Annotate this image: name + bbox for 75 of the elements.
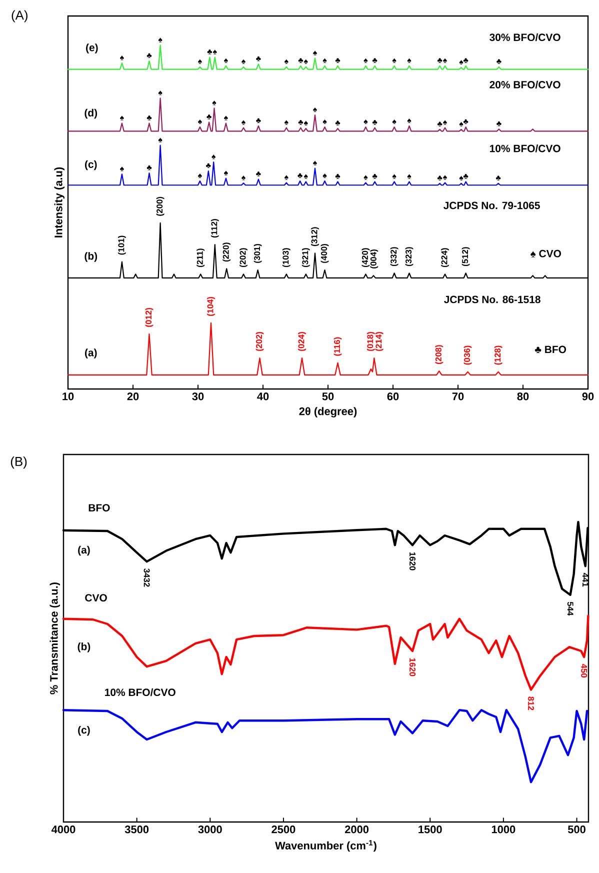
annotation: 20% BFO/CVO [490, 80, 560, 89]
chart-title: (A) [12, 10, 28, 22]
x-tick-label: 90 [582, 392, 594, 400]
annotation: JCPDS No. 86-1518 [444, 296, 540, 304]
annotation: (116) [334, 337, 342, 356]
annotation: (d) [84, 108, 98, 119]
annotation: (036) [464, 346, 472, 365]
annotation: (301) [254, 244, 262, 263]
annotation: 3432 [144, 568, 150, 587]
annotation: (b) [84, 252, 98, 262]
annotation: (a) [85, 348, 97, 358]
annotation: (101) [118, 236, 126, 255]
annotation: (211) [196, 248, 205, 268]
x-axis-title: 2θ (degree) [299, 407, 357, 418]
annotation: 441 [582, 572, 588, 587]
annotation: 544 [567, 602, 574, 616]
x-tick-label: 30 [192, 392, 204, 400]
annotation: ♠ CVO [530, 250, 561, 258]
annotation: (214) [375, 332, 384, 351]
x-tick-label: 1000 [492, 826, 516, 834]
text: BFO [88, 504, 110, 512]
annotation: (e) [86, 44, 98, 54]
annotation: (a) [78, 546, 90, 556]
annotation: (420) [362, 248, 370, 268]
annotation: (012) [145, 308, 154, 327]
x-tick-label: 10 [62, 392, 74, 400]
x-tick-label: 500 [568, 826, 586, 834]
annotation: 1620 [410, 658, 416, 676]
x-tick-label: 70 [452, 392, 464, 400]
x-tick-label: 60 [387, 392, 399, 400]
x-tick-label: 50 [322, 392, 334, 400]
annotation: (220) [222, 242, 231, 262]
x-tick-label: 1500 [418, 826, 442, 834]
annotation: 10% BFO/CVO [490, 144, 560, 152]
annotation: 1620 [410, 552, 416, 570]
annotation: (332) [390, 247, 398, 266]
x-tick-label: 40 [257, 392, 269, 400]
annotation: (208) [435, 345, 444, 364]
annotation: (004) [370, 250, 378, 268]
annotation: (400) [320, 244, 329, 263]
annotation: (018) [366, 332, 375, 351]
x-tick-label: 3500 [124, 826, 149, 834]
annotation: (104) [207, 296, 215, 316]
x-tick-label: 80 [517, 392, 529, 400]
annotation: JCPDS No. 79-1065 [444, 202, 540, 210]
annotation: (112) [210, 219, 219, 238]
annotation: (b) [78, 642, 90, 652]
x-tick-label: 2500 [272, 826, 296, 834]
annotation: (512) [462, 247, 470, 266]
annotation: (103) [282, 248, 290, 268]
annotation: (323) [405, 247, 414, 266]
x-tick-label: 3000 [198, 826, 222, 834]
annotation: (202) [256, 332, 264, 351]
x-tick-label: 4000 [51, 826, 76, 834]
annotation: 10% BFO/CVO [105, 688, 176, 696]
annotation: (c) [78, 726, 90, 736]
x-tick-label: 2000 [344, 826, 369, 834]
x-axis-title: Wavenumber (cm$^{-1}$) [275, 840, 376, 852]
annotation: (202) [240, 248, 248, 268]
annotation: (c) [85, 160, 97, 170]
annotation: (024) [298, 332, 306, 351]
y-axis-title: % Transmitance (a.u.) [50, 582, 60, 694]
x-tick-label: 20 [127, 392, 139, 400]
annotation: ♣ BFO [534, 346, 566, 354]
chart-title: (B) [10, 456, 27, 469]
text: 30% BFO/CVO [490, 33, 560, 42]
annotation: (321) [302, 248, 310, 268]
annotation: (224) [441, 248, 449, 268]
y-axis-title: Intensity (a.u) [54, 167, 64, 238]
annotation: (312) [311, 227, 319, 246]
annotation: CVO [85, 594, 107, 602]
annotation: 812 [528, 696, 534, 710]
annotation: 450 [581, 664, 588, 678]
annotation: (200) [156, 196, 164, 216]
annotation: (128) [494, 346, 502, 365]
